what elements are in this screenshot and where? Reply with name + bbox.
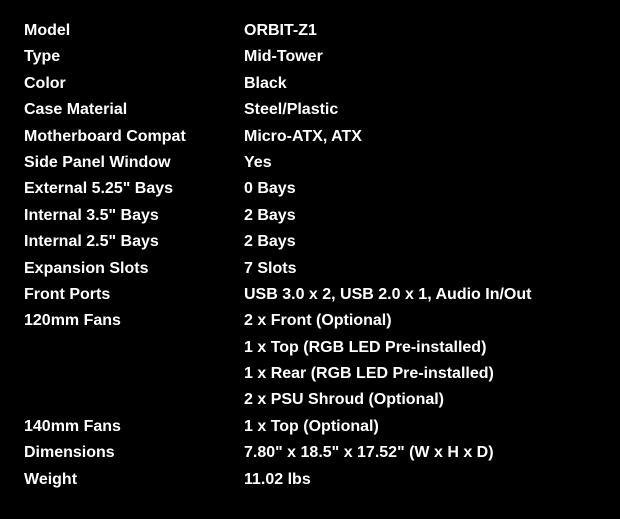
spec-row: . 2 x PSU Shroud (Optional)	[24, 387, 596, 413]
spec-value: Black	[244, 71, 596, 97]
spec-label: Model	[24, 18, 244, 44]
spec-value: 1 x Rear (RGB LED Pre-installed)	[244, 361, 596, 387]
spec-value: 2 x PSU Shroud (Optional)	[244, 387, 596, 413]
spec-row: 140mm Fans 1 x Top (Optional)	[24, 414, 596, 440]
spec-value: 1 x Top (RGB LED Pre-installed)	[244, 335, 596, 361]
spec-label: Color	[24, 71, 244, 97]
spec-value: 11.02 lbs	[244, 467, 596, 493]
spec-row: 120mm Fans 2 x Front (Optional)	[24, 308, 596, 334]
spec-value: USB 3.0 x 2, USB 2.0 x 1, Audio In/Out	[244, 282, 596, 308]
spec-value: 7.80" x 18.5" x 17.52" (W x H x D)	[244, 440, 596, 466]
spec-table: Model ORBIT-Z1 Type Mid-Tower Color Blac…	[0, 0, 620, 519]
spec-value: 1 x Top (Optional)	[244, 414, 596, 440]
spec-value: Yes	[244, 150, 596, 176]
spec-row: Model ORBIT-Z1	[24, 18, 596, 44]
spec-row: . 1 x Rear (RGB LED Pre-installed)	[24, 361, 596, 387]
spec-label: Motherboard Compat	[24, 124, 244, 150]
spec-value: 2 Bays	[244, 229, 596, 255]
spec-row: Type Mid-Tower	[24, 44, 596, 70]
spec-label: Expansion Slots	[24, 256, 244, 282]
spec-row: Weight 11.02 lbs	[24, 467, 596, 493]
spec-row: Case Material Steel/Plastic	[24, 97, 596, 123]
spec-label: 120mm Fans	[24, 308, 244, 334]
spec-value: Mid-Tower	[244, 44, 596, 70]
spec-value: 0 Bays	[244, 176, 596, 202]
spec-row: External 5.25" Bays 0 Bays	[24, 176, 596, 202]
spec-row: . 1 x Top (RGB LED Pre-installed)	[24, 335, 596, 361]
spec-label: Side Panel Window	[24, 150, 244, 176]
spec-label: External 5.25" Bays	[24, 176, 244, 202]
spec-row: Internal 3.5" Bays 2 Bays	[24, 203, 596, 229]
spec-row: Expansion Slots 7 Slots	[24, 256, 596, 282]
spec-row: Internal 2.5" Bays 2 Bays	[24, 229, 596, 255]
spec-label: Front Ports	[24, 282, 244, 308]
spec-row: Side Panel Window Yes	[24, 150, 596, 176]
spec-label: Weight	[24, 467, 244, 493]
spec-row: Dimensions 7.80" x 18.5" x 17.52" (W x H…	[24, 440, 596, 466]
spec-label: Dimensions	[24, 440, 244, 466]
spec-value: Micro-ATX, ATX	[244, 124, 596, 150]
spec-row: Color Black	[24, 71, 596, 97]
spec-value: 7 Slots	[244, 256, 596, 282]
spec-value: Steel/Plastic	[244, 97, 596, 123]
spec-label: 140mm Fans	[24, 414, 244, 440]
spec-label: Type	[24, 44, 244, 70]
spec-value: 2 x Front (Optional)	[244, 308, 596, 334]
spec-row: Motherboard Compat Micro-ATX, ATX	[24, 124, 596, 150]
spec-label: Case Material	[24, 97, 244, 123]
spec-label: Internal 3.5" Bays	[24, 203, 244, 229]
spec-row: Front Ports USB 3.0 x 2, USB 2.0 x 1, Au…	[24, 282, 596, 308]
spec-label: Internal 2.5" Bays	[24, 229, 244, 255]
spec-value: ORBIT-Z1	[244, 18, 596, 44]
spec-value: 2 Bays	[244, 203, 596, 229]
